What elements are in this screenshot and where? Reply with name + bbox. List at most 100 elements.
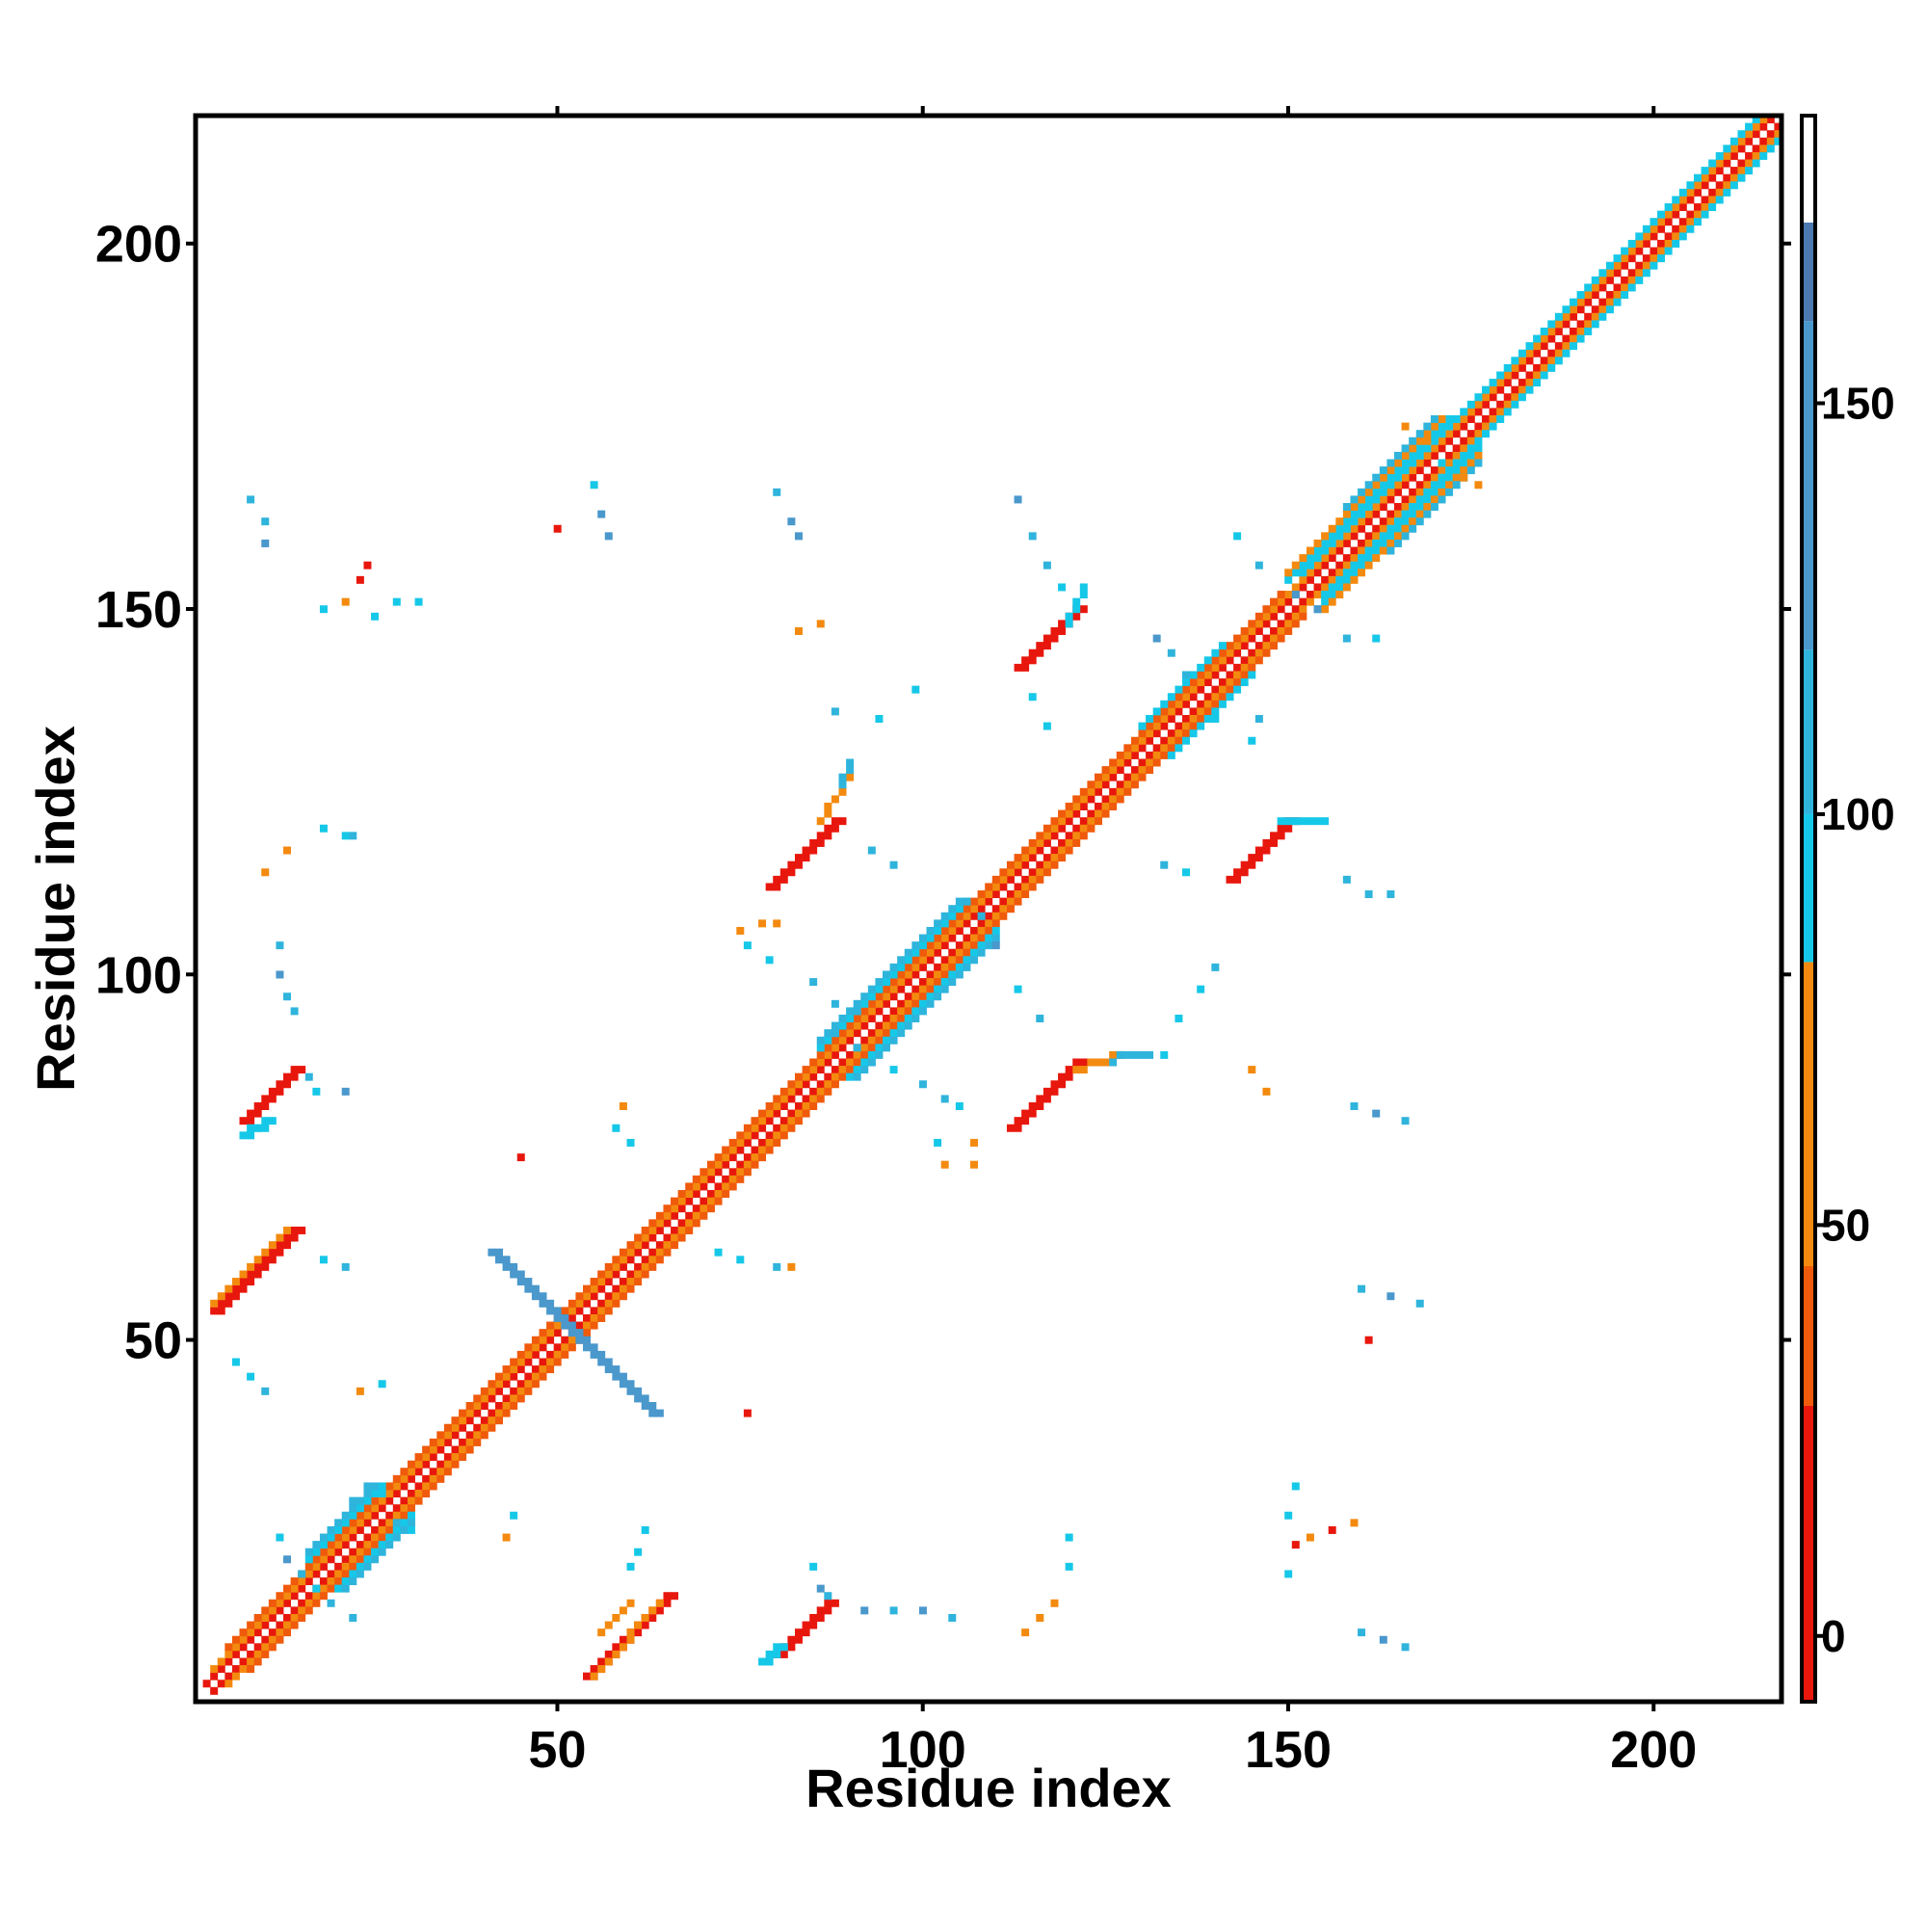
heatmap-cell — [889, 985, 898, 993]
heatmap-cell — [261, 1102, 270, 1110]
heatmap-cell — [765, 1657, 774, 1666]
heatmap-cell — [728, 1153, 737, 1162]
heatmap-cell — [1167, 707, 1175, 716]
heatmap-cell — [809, 846, 818, 855]
heatmap-cell — [1364, 554, 1373, 563]
heatmap-cell — [904, 963, 912, 971]
heatmap-cell — [1415, 503, 1424, 512]
heatmap-cell — [1766, 145, 1775, 153]
heatmap-cell — [1496, 408, 1505, 416]
heatmap-cell — [1291, 591, 1300, 599]
heatmap-cell — [1211, 700, 1220, 708]
heatmap-cell — [283, 846, 292, 855]
heatmap-cell — [706, 1160, 715, 1169]
heatmap-cell — [831, 1066, 839, 1074]
heatmap-cell — [341, 1533, 350, 1542]
heatmap-cell — [371, 1533, 380, 1542]
heatmap-cell — [459, 1416, 467, 1425]
heatmap-cell — [736, 1256, 745, 1264]
heatmap-cell — [1028, 656, 1037, 665]
heatmap-cell — [1693, 210, 1702, 219]
heatmap-cell — [1445, 444, 1454, 453]
heatmap-cell — [1657, 225, 1666, 233]
heatmap-cell — [889, 992, 898, 1001]
heatmap-cell — [531, 1284, 540, 1293]
heatmap-cell — [575, 1313, 584, 1322]
heatmap-cell — [889, 1021, 898, 1030]
heatmap-cell — [883, 985, 890, 993]
heatmap-cell — [1605, 291, 1614, 300]
heatmap-cell — [977, 912, 986, 920]
heatmap-cell — [831, 1080, 839, 1089]
heatmap-cell — [400, 1482, 409, 1491]
heatmap-cell — [1423, 503, 1432, 512]
x-axis-title: Residue index — [805, 1758, 1172, 1818]
heatmap-cell — [802, 854, 810, 862]
heatmap-cell — [516, 1372, 525, 1381]
heatmap-cell — [779, 1124, 788, 1132]
heatmap-cell — [583, 1299, 592, 1308]
heatmap-cell — [1050, 832, 1059, 840]
heatmap-cell — [889, 1029, 898, 1038]
heatmap-cell — [838, 781, 847, 789]
heatmap-cell — [1474, 451, 1483, 460]
heatmap-cell — [751, 1146, 759, 1154]
heatmap-cell — [459, 1453, 467, 1462]
heatmap-cell — [1087, 803, 1095, 810]
heatmap-cell — [641, 1226, 649, 1234]
heatmap-cell — [1328, 597, 1336, 606]
heatmap-cell — [1043, 634, 1051, 643]
heatmap-cell — [634, 1394, 643, 1403]
heatmap-cell — [1635, 232, 1644, 241]
heatmap-cell — [1576, 312, 1585, 321]
heatmap-cell — [802, 1066, 810, 1074]
heatmap-cell — [1445, 415, 1454, 423]
heatmap-cell — [831, 1072, 839, 1081]
heatmap-cell — [1576, 327, 1585, 335]
heatmap-cell — [210, 1686, 219, 1695]
heatmap-cell — [626, 1256, 635, 1264]
heatmap-cell — [1014, 897, 1022, 906]
heatmap-cell — [604, 1657, 613, 1666]
heatmap-cell — [889, 1606, 898, 1615]
heatmap-cell — [1211, 707, 1220, 716]
heatmap-cell — [1065, 809, 1073, 818]
heatmap-cell — [1021, 875, 1030, 884]
heatmap-cell — [1438, 422, 1446, 431]
heatmap-cell — [298, 1592, 306, 1601]
heatmap-cell — [809, 1613, 818, 1622]
heatmap-cell — [371, 1504, 380, 1513]
heatmap-cell — [955, 919, 964, 928]
heatmap-cell — [429, 1468, 437, 1476]
heatmap-cell — [940, 948, 949, 957]
heatmap-cell — [1598, 269, 1607, 278]
heatmap-cell — [794, 1102, 803, 1110]
heatmap-cell — [824, 1044, 832, 1052]
heatmap-cell — [1766, 137, 1775, 146]
heatmap-cell — [451, 1423, 460, 1432]
heatmap-cell — [371, 1482, 380, 1491]
heatmap-cell — [443, 1423, 452, 1432]
heatmap-cell — [429, 1482, 437, 1491]
heatmap-cell — [385, 1504, 394, 1513]
heatmap-cell — [546, 1365, 555, 1374]
heatmap-cell — [904, 1007, 912, 1016]
heatmap-cell — [604, 1299, 613, 1308]
heatmap-cell — [1167, 714, 1175, 723]
heatmap-cell — [392, 1474, 401, 1483]
heatmap-cell — [1759, 145, 1768, 153]
heatmap-cell — [1642, 269, 1650, 278]
heatmap-cell — [765, 1146, 774, 1154]
heatmap-cell — [1650, 232, 1658, 241]
heatmap-cell — [860, 999, 869, 1008]
heatmap-cell — [1138, 766, 1147, 775]
heatmap-cell — [1138, 1050, 1147, 1059]
heatmap-cell — [1627, 269, 1636, 278]
heatmap-cell — [1175, 729, 1183, 738]
heatmap-cell — [590, 1321, 598, 1330]
heatmap-cell — [692, 1211, 700, 1220]
heatmap-cell — [327, 1541, 335, 1549]
heatmap-cell — [1211, 685, 1220, 694]
heatmap-cell — [1138, 758, 1147, 767]
